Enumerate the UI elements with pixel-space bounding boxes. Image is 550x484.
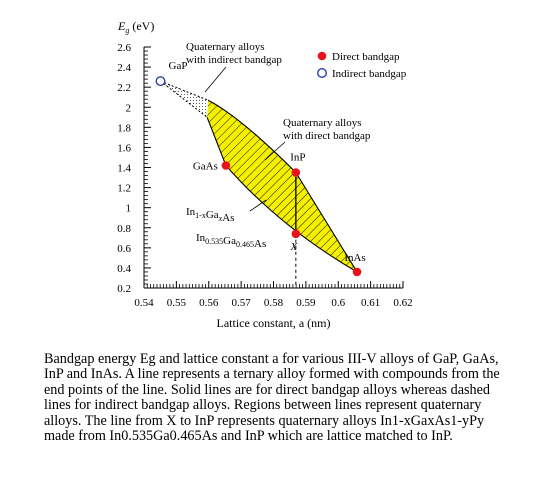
axes: 0.2 0.4 0.6 0.8 1 1.2 1.4 1.6 1.8 2 2.2 2.4 2.6 0.54 0…	[117, 42, 412, 309]
caption-text: Bandgap energy Eg and lattice constant a…	[44, 351, 500, 445]
compound-points	[155, 76, 362, 277]
annotation-quat-indirect-leader	[204, 66, 227, 93]
legend-marker-indirect	[317, 67, 328, 78]
point-gap	[155, 76, 166, 87]
bandgap-chart: 0.2 0.4 0.6 0.8 1 1.2 1.4 1.6 1.8 2 2.2 2.4 2.6 0.54 0…	[117, 19, 413, 330]
annotation-ingaas-matched: In0.535Ga0.465As	[196, 232, 266, 250]
y-tick-label: 2.2	[117, 82, 131, 94]
gap-gaas-indirect-line	[160, 80, 208, 118]
annotation-quat-direct-line2: with direct bandgap	[283, 130, 371, 142]
x-tick-label: 0.59	[296, 297, 316, 309]
x-tick-label: 0.55	[167, 297, 187, 309]
legend-label-indirect: Indirect bandgap	[332, 68, 407, 80]
x-axis-label: Lattice constant, a (nm)	[217, 316, 331, 330]
gap-inp-indirect-line	[160, 80, 209, 101]
annotation-quat-direct-line1: Quaternary alloys	[283, 117, 362, 129]
y-tick-label: 1.6	[117, 142, 131, 154]
annotation-quat-direct-leader	[264, 141, 286, 161]
label-gap: GaP	[169, 60, 188, 72]
label-inas: InAs	[344, 252, 365, 264]
y-tick-label: 0.8	[117, 223, 131, 235]
y-tick-label: 0.2	[117, 283, 131, 295]
y-tick-label: 2.4	[117, 62, 131, 74]
direct-quaternary-hatch	[207, 100, 358, 272]
y-tick-label: 1.2	[117, 183, 131, 195]
y-tick-label: 0.6	[117, 243, 131, 255]
annotation-quat-indirect-line2: with indirect bandgap	[186, 54, 282, 66]
gap-inp-direct-line	[207, 99, 297, 173]
label-inp: InP	[290, 152, 305, 164]
y-tick-label: 1	[126, 203, 132, 215]
x-tick-label: 0.56	[199, 297, 219, 309]
ingaas-line	[225, 165, 358, 273]
annotation-ingaas: In1-xGaxAs	[186, 206, 234, 224]
figure-caption: Bandgap energy Eg and lattice constant a…	[44, 351, 514, 445]
alloy-lines	[160, 80, 358, 288]
chart-labels: Eg (eV) Lattice constant, a (nm) GaP GaAs In…	[117, 19, 407, 330]
x-tick-label: 0.6	[331, 297, 345, 309]
label-gaas: GaAs	[193, 160, 218, 172]
gap-gaas-direct-line	[206, 117, 227, 166]
y-tick-label: 0.4	[117, 263, 131, 275]
legend-label-direct: Direct bandgap	[332, 51, 400, 63]
y-tick-label: 2.6	[117, 42, 131, 54]
x-tick-label: 0.58	[264, 297, 284, 309]
x-tick-label: 0.62	[393, 297, 412, 309]
annotation-ingaas-leader	[249, 199, 267, 212]
legend-marker-direct	[317, 51, 327, 61]
y-tick-label: 1.8	[117, 122, 131, 134]
y-tick-label: 1.4	[117, 163, 131, 175]
y-axis-label: Eg (eV)	[117, 19, 154, 35]
point-gaas	[221, 161, 231, 170]
y-tick-label: 2	[126, 102, 132, 114]
inasp-line	[295, 172, 358, 273]
x-tick-label: 0.57	[232, 297, 252, 309]
point-x	[291, 229, 301, 239]
x-tick-label: 0.54	[134, 297, 154, 309]
label-x: X	[289, 241, 298, 253]
point-inp	[291, 168, 301, 177]
x-tick-label: 0.61	[361, 297, 380, 309]
point-inas	[352, 267, 362, 277]
annotation-quat-indirect-line1: Quaternary alloys	[186, 41, 265, 53]
